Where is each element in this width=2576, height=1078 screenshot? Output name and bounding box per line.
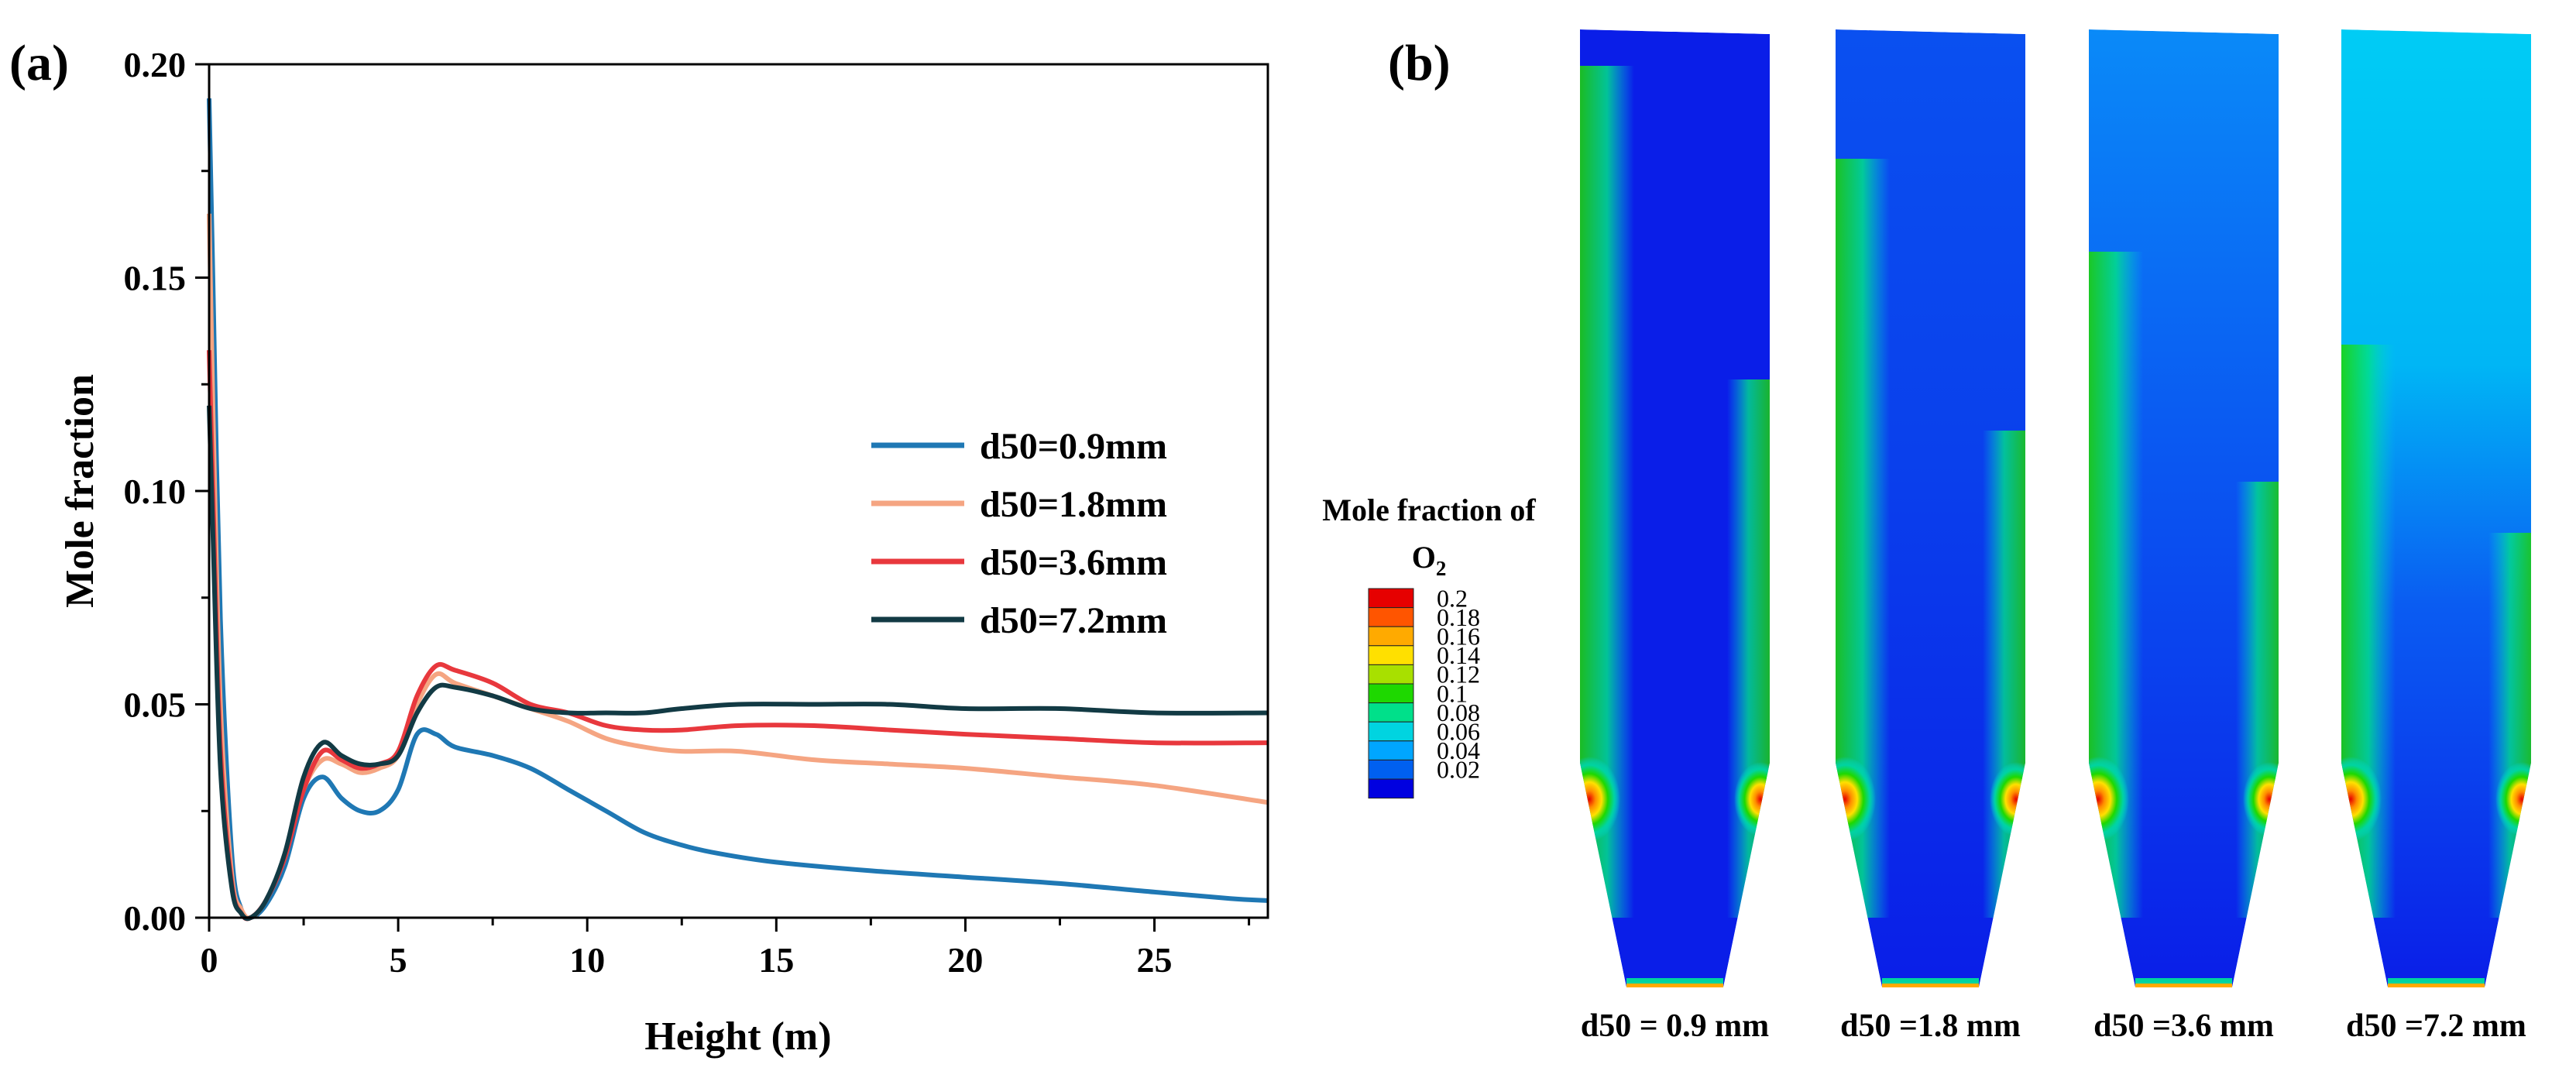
- colorbar-tick-label: 0.04: [1437, 736, 1480, 764]
- panel-a-label: (a): [9, 35, 69, 91]
- legend-label-3: d50=3.6mm: [980, 542, 1167, 583]
- colorbar-species-text: O: [1412, 540, 1436, 575]
- inlet-hotspot-left: [1836, 757, 1876, 842]
- contour-case-label: d50 =1.8 mm: [1840, 1008, 2021, 1044]
- colorbar-cell: [1368, 778, 1414, 799]
- x-tick-label: 0: [201, 940, 218, 980]
- inlet-hotspot-right: [2243, 762, 2279, 836]
- y-tick-label: 0.10: [124, 472, 187, 511]
- contour-case-label: d50 =7.2 mm: [2346, 1008, 2526, 1044]
- colorbar-cell: [1368, 588, 1414, 609]
- y-tick-label: 0.15: [124, 259, 187, 298]
- contour-column-1: d50 = 0.9 mm: [1580, 29, 1770, 1044]
- colorbar-tick-label: 0.14: [1437, 641, 1480, 669]
- wall-plume-right: [2488, 533, 2531, 918]
- legend-label-1: d50=0.9mm: [980, 426, 1167, 467]
- contour-case-label: d50 =3.6 mm: [2093, 1008, 2274, 1044]
- inlet-hotspot-left: [2089, 757, 2129, 842]
- colorbar-species-subscript: 2: [1436, 557, 1447, 580]
- series-line-4: [207, 405, 1269, 922]
- wall-plume-right: [2236, 482, 2279, 918]
- x-tick-label: 10: [569, 940, 605, 980]
- legend: d50=0.9mm d50=1.8mm d50=3.6mm d50=7.2mm: [871, 426, 1167, 641]
- colorbar-cell: [1368, 645, 1414, 665]
- x-tick-label: 25: [1137, 940, 1173, 980]
- colorbar: Mole fraction of O2 0.20.180.160.140.120…: [1322, 493, 1536, 799]
- contour-panels: d50 = 0.9 mm d50 =1.8 mm d50 =3.6 mm d50 =7…: [1580, 29, 2531, 1044]
- wall-plume-right: [1727, 379, 1770, 918]
- x-tick-label: 20: [947, 940, 983, 980]
- bottom-band-hot: [1626, 984, 1723, 987]
- wall-plume-right: [1983, 431, 2025, 918]
- legend-label-4: d50=7.2mm: [980, 600, 1167, 641]
- colorbar-tick-label: 0.16: [1437, 623, 1480, 651]
- colorbar-cell: [1368, 759, 1414, 780]
- colorbar-tick-label: 0.18: [1437, 603, 1480, 631]
- colorbar-cell: [1368, 740, 1414, 760]
- inlet-hotspot-right: [1734, 762, 1770, 836]
- colorbar-tick-label: 0.06: [1437, 718, 1480, 746]
- y-axis-label: Mole fraction: [58, 374, 102, 608]
- contour-column-3: d50 =3.6 mm: [2089, 29, 2279, 1044]
- bottom-band-hot: [2135, 984, 2232, 987]
- inlet-hotspot-right: [2495, 762, 2531, 836]
- legend-label-2: d50=1.8mm: [980, 484, 1167, 525]
- colorbar-tick-label: 0.1: [1437, 679, 1468, 707]
- colorbar-cell: [1368, 626, 1414, 647]
- colorbar-tick-label: 0.2: [1437, 584, 1468, 612]
- inlet-hotspot-right: [1990, 762, 2025, 836]
- bottom-band-hot: [2388, 984, 2485, 987]
- colorbar-cell: [1368, 721, 1414, 742]
- contour-column-4: d50 =7.2 mm: [2341, 29, 2531, 1044]
- colorbar-title-species: O2: [1412, 540, 1447, 580]
- bottom-band-hot: [1882, 984, 1979, 987]
- line-chart: 0 5 10 15 20 25 0.00 0.05 0.10 0.15 0.20 Height (…: [58, 45, 1269, 1059]
- x-axis-label: Height (m): [644, 1014, 831, 1059]
- colorbar-tick-label: 0.12: [1437, 661, 1480, 688]
- colorbar-cell: [1368, 607, 1414, 627]
- inlet-hotspot-left: [2341, 757, 2382, 842]
- contour-column-2: d50 =1.8 mm: [1836, 29, 2025, 1044]
- colorbar-cell: [1368, 683, 1414, 704]
- colorbar-title: Mole fraction of: [1322, 493, 1536, 527]
- y-tick-label: 0.20: [124, 45, 187, 84]
- contour-case-label: d50 = 0.9 mm: [1581, 1008, 1769, 1044]
- panel-b-label: (b): [1388, 35, 1451, 91]
- inlet-hotspot-left: [1580, 757, 1620, 842]
- colorbar-cell: [1368, 664, 1414, 685]
- x-tick-label: 15: [758, 940, 794, 980]
- colorbar-tick-label: 0.02: [1437, 756, 1480, 784]
- y-tick-label: 0.05: [124, 685, 187, 725]
- x-tick-label: 5: [390, 940, 407, 980]
- colorbar-cell: [1368, 702, 1414, 723]
- colorbar-tick-label: 0.08: [1437, 699, 1480, 726]
- y-tick-label: 0.00: [124, 898, 187, 938]
